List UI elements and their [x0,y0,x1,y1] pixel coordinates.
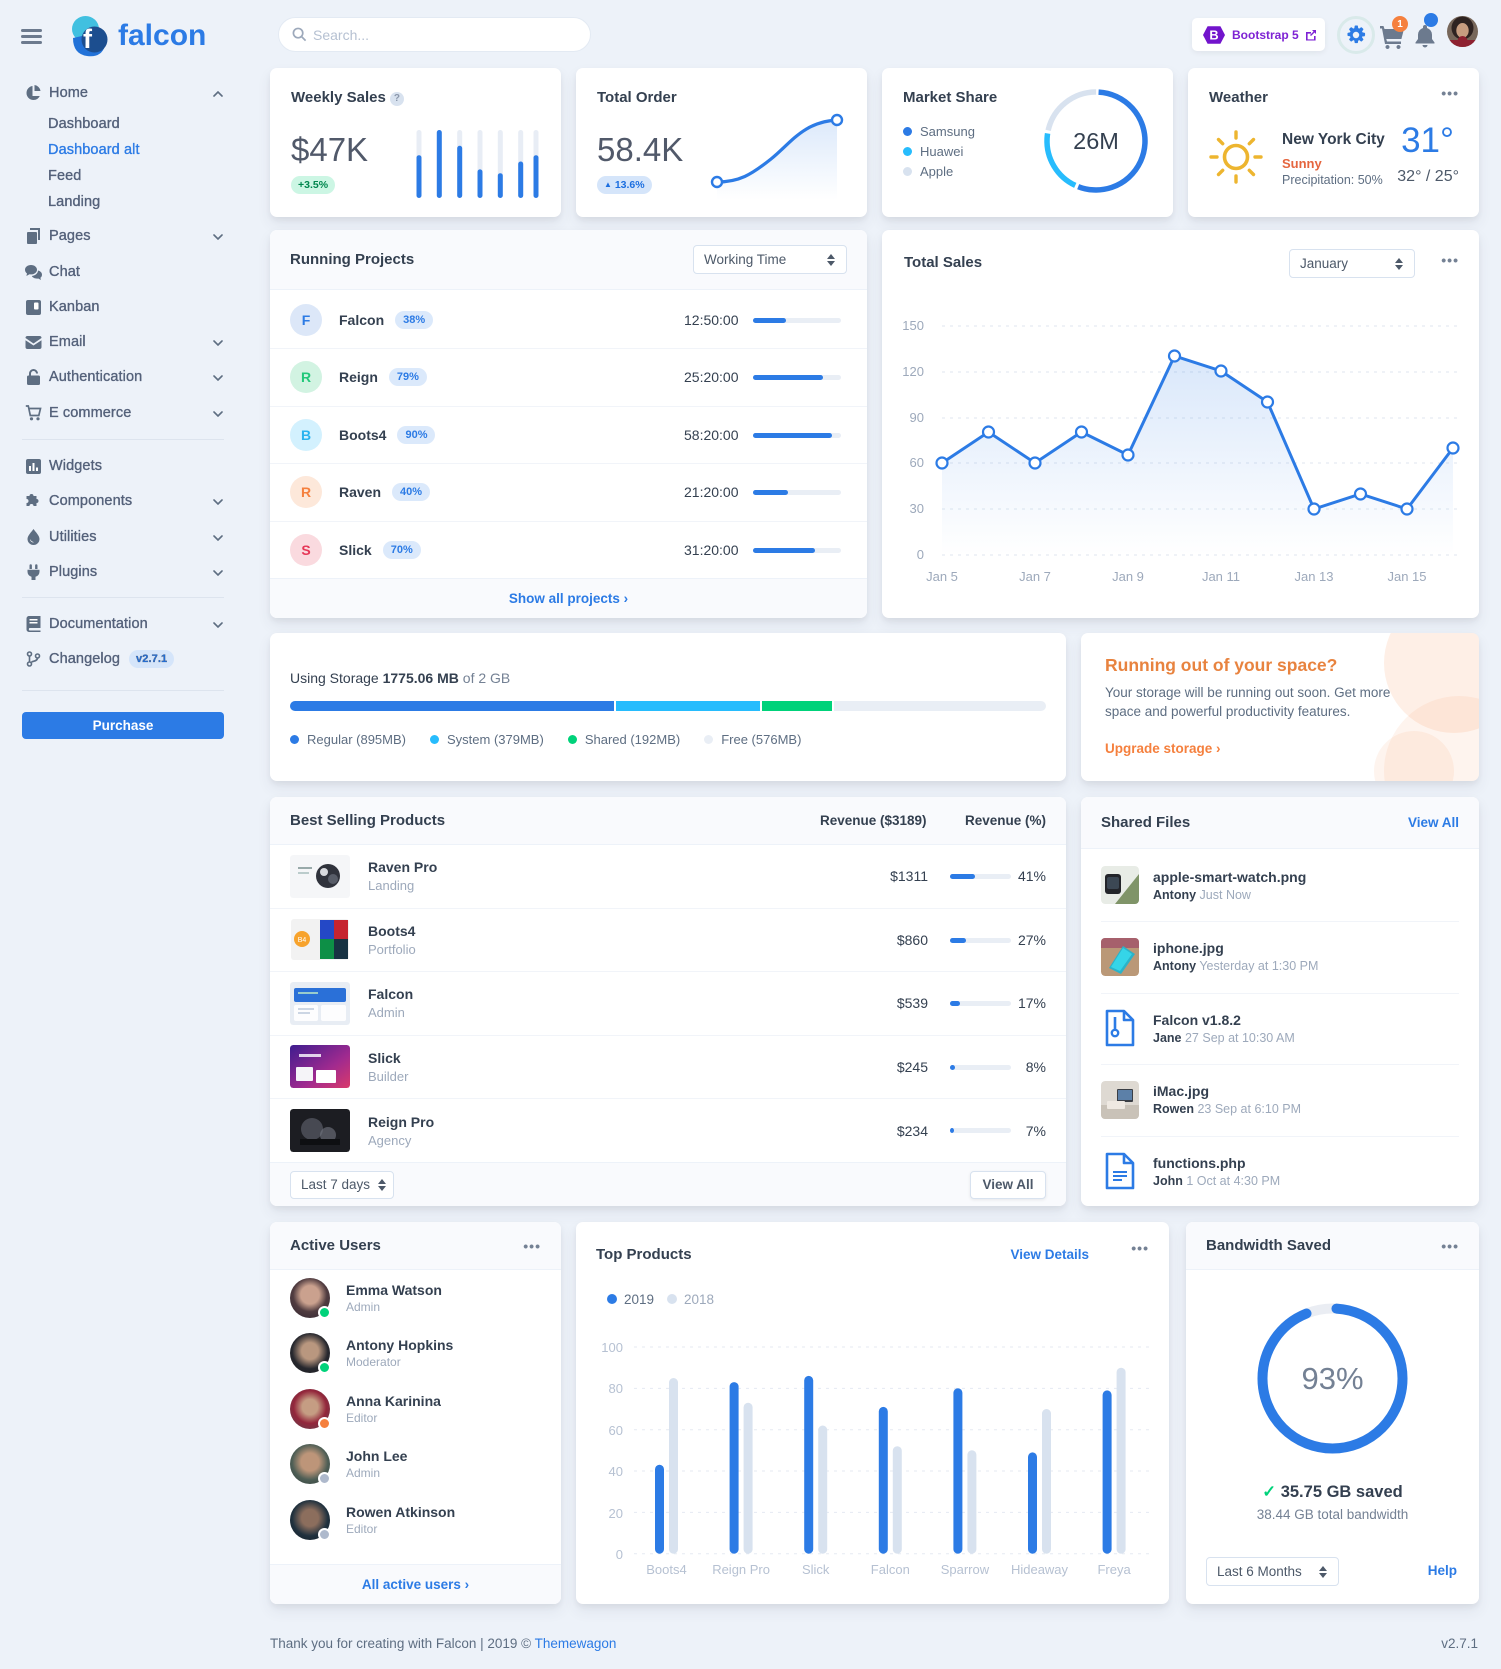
svg-text:Reign Pro: Reign Pro [712,1562,770,1577]
svg-text:2019: 2019 [624,1292,654,1307]
svg-text:0: 0 [616,1547,623,1562]
svg-text:B4: B4 [298,937,307,944]
svg-text:26M: 26M [1073,128,1119,154]
svg-text:20: 20 [609,1506,623,1521]
svg-text:150: 150 [902,318,924,333]
svg-text:Jan 5: Jan 5 [926,569,958,584]
svg-text:40: 40 [609,1464,623,1479]
svg-text:f: f [83,24,93,54]
svg-text:0: 0 [917,547,924,562]
svg-text:90: 90 [910,410,924,425]
svg-text:Jan 15: Jan 15 [1387,569,1426,584]
svg-text:93%: 93% [1301,1361,1363,1396]
svg-text:Freya: Freya [1097,1562,1131,1577]
svg-text:60: 60 [910,455,924,470]
svg-text:60: 60 [609,1423,623,1438]
svg-text:Hideaway: Hideaway [1011,1562,1069,1577]
svg-text:Jan 7: Jan 7 [1019,569,1051,584]
svg-text:120: 120 [902,364,924,379]
svg-text:Falcon: Falcon [871,1562,910,1577]
svg-text:B: B [1209,27,1218,42]
svg-text:Sparrow: Sparrow [941,1562,990,1577]
svg-text:2018: 2018 [684,1292,714,1307]
svg-text:100: 100 [601,1340,623,1355]
svg-text:Jan 11: Jan 11 [1202,569,1240,584]
svg-text:Jan 9: Jan 9 [1112,569,1144,584]
svg-text:80: 80 [609,1381,623,1396]
svg-text:Boots4: Boots4 [646,1562,686,1577]
svg-text:Jan 13: Jan 13 [1294,569,1333,584]
svg-text:Slick: Slick [802,1562,830,1577]
svg-text:30: 30 [910,501,924,516]
